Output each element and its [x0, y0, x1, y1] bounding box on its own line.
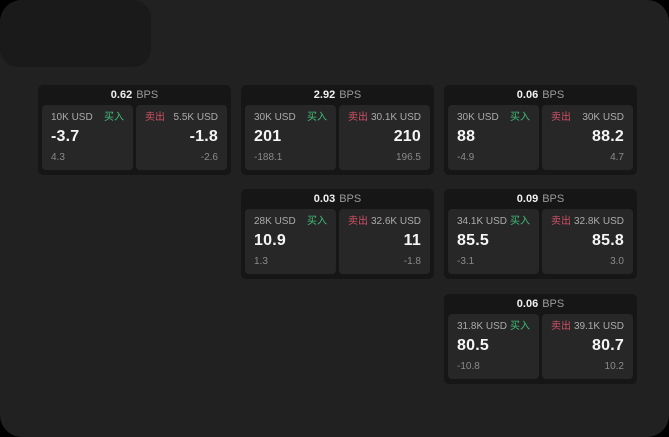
buy-side-label: 买入 [307, 112, 327, 123]
spread-header: 0.09 BPS [448, 189, 633, 209]
sell-tile[interactable]: 卖出 30.1K USD 210 196.5 [339, 105, 430, 170]
buy-side-label: 买入 [104, 112, 124, 123]
sell-side-label: 卖出 [551, 321, 571, 332]
spread-header: 0.62 BPS [42, 85, 227, 105]
quote-card: 0.62 BPS 10K USD 买入 -3.7 4.3 卖出 5.5K USD… [38, 85, 231, 175]
sell-delta: 4.7 [610, 152, 624, 163]
buy-size: 34.1K USD [457, 216, 508, 227]
buy-delta: -10.8 [457, 361, 480, 372]
spread-header: 0.03 BPS [245, 189, 430, 209]
buy-size: 30K USD [254, 112, 296, 123]
buy-tile[interactable]: 31.8K USD 买入 80.5 -10.8 [448, 314, 539, 379]
buy-tile[interactable]: 28K USD 买入 10.9 1.3 [245, 209, 336, 274]
spread-unit: BPS [136, 89, 159, 101]
spread-value: 0.06 [516, 298, 539, 310]
quote-card: 0.06 BPS 31.8K USD 买入 80.5 -10.8 卖出 39.1… [444, 294, 637, 384]
sell-price: 11 [403, 232, 421, 249]
sell-delta: 3.0 [610, 256, 624, 267]
spread-header: 0.06 BPS [448, 85, 633, 105]
sell-size: 32.6K USD [370, 216, 421, 227]
sell-price: 210 [393, 128, 421, 145]
sell-delta: -1.8 [403, 256, 421, 267]
buy-size: 10K USD [51, 112, 93, 123]
buy-delta: -188.1 [254, 152, 283, 163]
quote-card: 0.06 BPS 30K USD 买入 88 -4.9 卖出 30K USD 8… [444, 85, 637, 175]
spread-unit: BPS [542, 193, 565, 205]
buy-price: -3.7 [51, 128, 80, 145]
buy-side-label: 买入 [510, 216, 530, 227]
spread-header: 2.92 BPS [245, 85, 430, 105]
sell-side-label: 卖出 [348, 112, 368, 123]
quote-body: 30K USD 买入 88 -4.9 卖出 30K USD 88.2 4.7 [448, 105, 633, 170]
quote-card: 0.09 BPS 34.1K USD 买入 85.5 -3.1 卖出 32.8K… [444, 189, 637, 279]
sell-size: 30.1K USD [370, 112, 421, 123]
buy-size: 28K USD [254, 216, 296, 227]
sell-tile[interactable]: 卖出 39.1K USD 80.7 10.2 [542, 314, 633, 379]
sell-side-label: 卖出 [551, 112, 571, 123]
sell-size: 32.8K USD [573, 216, 624, 227]
spread-unit: BPS [339, 89, 362, 101]
corner-partial-card [0, 0, 151, 67]
sell-side-label: 卖出 [145, 112, 165, 123]
buy-tile[interactable]: 30K USD 买入 88 -4.9 [448, 105, 539, 170]
quote-body: 34.1K USD 买入 85.5 -3.1 卖出 32.8K USD 85.8… [448, 209, 633, 274]
quote-body: 31.8K USD 买入 80.5 -10.8 卖出 39.1K USD 80.… [448, 314, 633, 379]
quote-body: 10K USD 买入 -3.7 4.3 卖出 5.5K USD -1.8 -2.… [42, 105, 227, 170]
buy-delta: 4.3 [51, 152, 65, 163]
sell-delta: 196.5 [395, 152, 421, 163]
buy-price: 80.5 [457, 337, 489, 354]
spread-value: 2.92 [313, 89, 336, 101]
quote-card: 0.03 BPS 28K USD 买入 10.9 1.3 卖出 32.6K US… [241, 189, 434, 279]
sell-tile[interactable]: 卖出 32.8K USD 85.8 3.0 [542, 209, 633, 274]
spread-header: 0.06 BPS [448, 294, 633, 314]
sell-delta: -2.6 [200, 152, 218, 163]
sell-delta: 10.2 [604, 361, 624, 372]
sell-tile[interactable]: 卖出 30K USD 88.2 4.7 [542, 105, 633, 170]
sell-side-label: 卖出 [551, 216, 571, 227]
sell-size: 39.1K USD [573, 321, 624, 332]
buy-price: 85.5 [457, 232, 489, 249]
spread-unit: BPS [542, 298, 565, 310]
spread-value: 0.62 [110, 89, 133, 101]
spread-unit: BPS [339, 193, 362, 205]
buy-price: 10.9 [254, 232, 286, 249]
spread-value: 0.06 [516, 89, 539, 101]
sell-price: -1.8 [189, 128, 218, 145]
sell-tile[interactable]: 卖出 32.6K USD 11 -1.8 [339, 209, 430, 274]
buy-price: 88 [457, 128, 476, 145]
buy-delta: -3.1 [457, 256, 475, 267]
buy-delta: 1.3 [254, 256, 268, 267]
buy-tile[interactable]: 10K USD 买入 -3.7 4.3 [42, 105, 133, 170]
sell-size: 5.5K USD [173, 112, 218, 123]
quote-body: 30K USD 买入 201 -188.1 卖出 30.1K USD 210 1… [245, 105, 430, 170]
sell-price: 80.7 [592, 337, 624, 354]
sell-price: 88.2 [592, 128, 624, 145]
buy-side-label: 买入 [510, 321, 530, 332]
buy-side-label: 买入 [307, 216, 327, 227]
buy-side-label: 买入 [510, 112, 530, 123]
buy-size: 31.8K USD [457, 321, 508, 332]
spread-value: 0.03 [313, 193, 336, 205]
sell-price: 85.8 [592, 232, 624, 249]
buy-tile[interactable]: 30K USD 买入 201 -188.1 [245, 105, 336, 170]
sell-side-label: 卖出 [348, 216, 368, 227]
quote-body: 28K USD 买入 10.9 1.3 卖出 32.6K USD 11 -1.8 [245, 209, 430, 274]
sell-size: 30K USD [582, 112, 624, 123]
spread-unit: BPS [542, 89, 565, 101]
quote-card: 2.92 BPS 30K USD 买入 201 -188.1 卖出 30.1K … [241, 85, 434, 175]
buy-price: 201 [254, 128, 282, 145]
spread-value: 0.09 [516, 193, 539, 205]
buy-size: 30K USD [457, 112, 499, 123]
buy-delta: -4.9 [457, 152, 475, 163]
buy-tile[interactable]: 34.1K USD 买入 85.5 -3.1 [448, 209, 539, 274]
sell-tile[interactable]: 卖出 5.5K USD -1.8 -2.6 [136, 105, 227, 170]
